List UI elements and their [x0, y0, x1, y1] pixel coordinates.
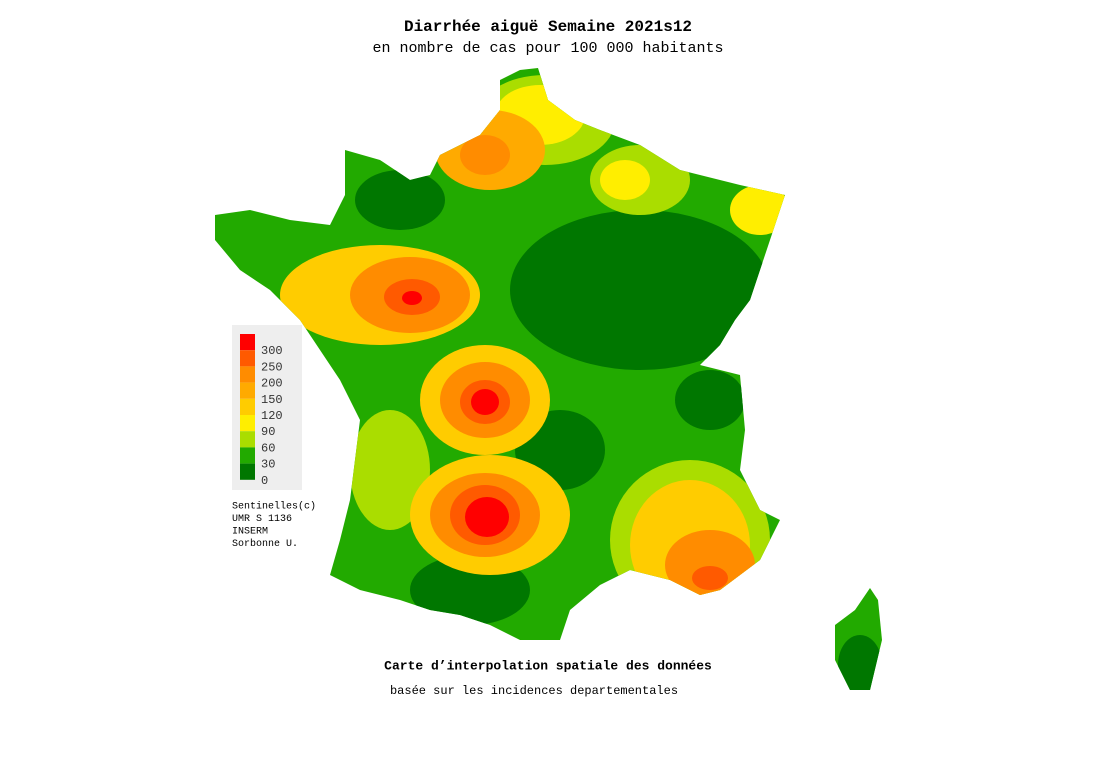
legend-label: 200 [261, 377, 283, 391]
credit-line: Sorbonne U. [232, 538, 298, 550]
footer-title: Carte d’interpolation spatiale des donné… [384, 658, 712, 673]
credit-line: UMR S 1136 [232, 514, 292, 525]
legend-label: 30 [261, 458, 275, 472]
legend-label: 90 [261, 425, 275, 439]
legend-label: 60 [261, 441, 275, 455]
legend-swatch [240, 350, 255, 367]
interpolated-map [215, 68, 882, 690]
legend-swatch [240, 382, 255, 399]
legend-label: 120 [261, 409, 283, 423]
map-title: Diarrhée aiguë Semaine 2021s12 [404, 18, 692, 36]
credit-line: Sentinelles(c) [232, 501, 316, 513]
legend-label: 0 [261, 474, 268, 488]
legend-swatch [240, 398, 255, 415]
legend-label: 250 [261, 360, 283, 374]
legend-swatch [240, 334, 255, 351]
legend-label: 300 [261, 344, 283, 358]
legend-swatch [240, 431, 255, 448]
map-subtitle: en nombre de cas pour 100 000 habitants [372, 40, 723, 57]
legend-swatch [240, 415, 255, 432]
credit-line: INSERM [232, 527, 268, 538]
legend-swatch [240, 366, 255, 383]
legend-swatch [240, 447, 255, 464]
legend-label: 150 [261, 393, 283, 407]
footer-subtitle: basée sur les incidences departementales [390, 684, 678, 698]
legend-swatch [240, 463, 255, 480]
